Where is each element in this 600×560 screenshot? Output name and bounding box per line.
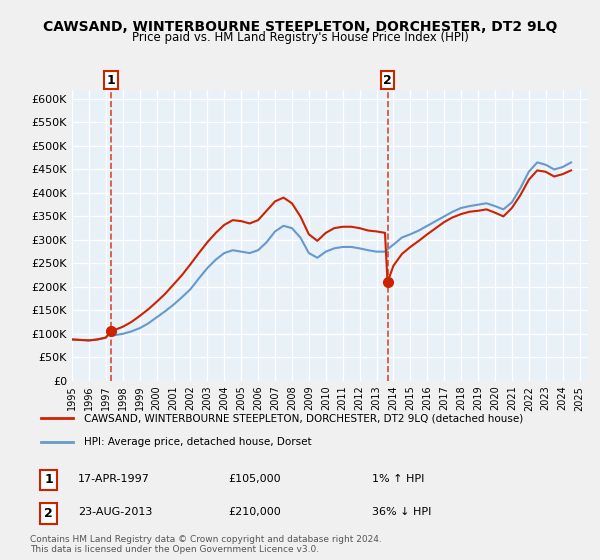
Text: £105,000: £105,000	[228, 474, 281, 484]
Text: HPI: Average price, detached house, Dorset: HPI: Average price, detached house, Dors…	[84, 436, 311, 446]
Text: 1: 1	[44, 473, 53, 487]
Text: 2: 2	[44, 507, 53, 520]
Text: 36% ↓ HPI: 36% ↓ HPI	[372, 507, 431, 517]
Text: 2: 2	[383, 74, 392, 87]
Text: Contains HM Land Registry data © Crown copyright and database right 2024.
This d: Contains HM Land Registry data © Crown c…	[30, 535, 382, 554]
Text: 1: 1	[107, 74, 115, 87]
Text: £210,000: £210,000	[228, 507, 281, 517]
Text: 1% ↑ HPI: 1% ↑ HPI	[372, 474, 424, 484]
Text: CAWSAND, WINTERBOURNE STEEPLETON, DORCHESTER, DT2 9LQ: CAWSAND, WINTERBOURNE STEEPLETON, DORCHE…	[43, 20, 557, 34]
Text: Price paid vs. HM Land Registry's House Price Index (HPI): Price paid vs. HM Land Registry's House …	[131, 31, 469, 44]
Text: 17-APR-1997: 17-APR-1997	[78, 474, 150, 484]
Text: CAWSAND, WINTERBOURNE STEEPLETON, DORCHESTER, DT2 9LQ (detached house): CAWSAND, WINTERBOURNE STEEPLETON, DORCHE…	[84, 413, 523, 423]
Text: 23-AUG-2013: 23-AUG-2013	[78, 507, 152, 517]
